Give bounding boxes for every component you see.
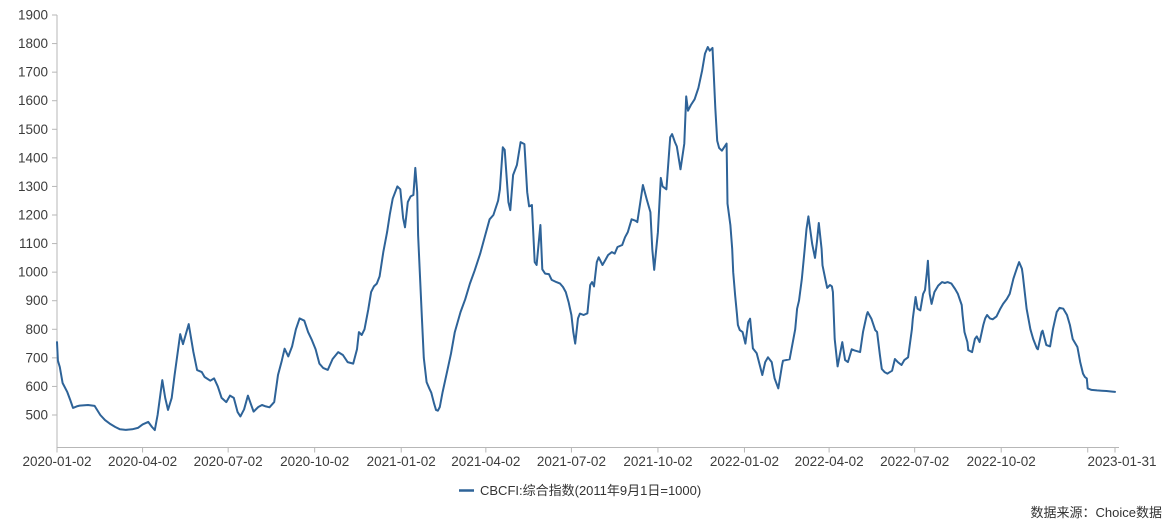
x-axis-label: 2021-10-02 xyxy=(623,454,692,469)
x-axis-label: 2022-10-02 xyxy=(967,454,1036,469)
x-axis-label: 2020-07-02 xyxy=(194,454,263,469)
y-axis-label: 1200 xyxy=(18,208,48,223)
y-axis-label: 1800 xyxy=(18,36,48,51)
x-axis-label: 2023-01-31 xyxy=(1087,454,1156,469)
y-axis-label: 1700 xyxy=(18,65,48,80)
x-axis-label: 2020-01-02 xyxy=(22,454,91,469)
series-line xyxy=(56,46,1116,432)
x-axis-label: 2022-04-02 xyxy=(795,454,864,469)
x-axis-label: 2021-07-02 xyxy=(537,454,606,469)
legend-label: CBCFI:综合指数(2011年9月1日=1000) xyxy=(480,483,701,498)
x-axis-label: 2020-04-02 xyxy=(108,454,177,469)
y-axis-label: 500 xyxy=(25,408,48,423)
y-axis-label: 1900 xyxy=(18,8,48,23)
source-note: 数据来源：Choice数据 xyxy=(1031,505,1162,520)
y-axis-label: 1100 xyxy=(19,236,48,251)
y-axis-label: 600 xyxy=(25,379,48,394)
legend[interactable]: CBCFI:综合指数(2011年9月1日=1000) xyxy=(459,483,701,498)
y-axis-label: 700 xyxy=(25,350,48,365)
y-axis-label: 1500 xyxy=(18,122,48,137)
x-axis-label: 2022-07-02 xyxy=(880,454,949,469)
y-axis-label: 1400 xyxy=(18,150,48,165)
y-axis-label: 1600 xyxy=(18,93,48,108)
x-axis-label: 2021-01-02 xyxy=(367,454,436,469)
axes: 500 600 700 800 900 1000 1100 1200 1300 1400 1500 1… xyxy=(18,8,1157,469)
x-axis-label: 2021-04-02 xyxy=(451,454,520,469)
x-axis-label: 2022-01-02 xyxy=(710,454,779,469)
x-axis-label: 2020-10-02 xyxy=(280,454,349,469)
series-lines xyxy=(56,46,1116,432)
y-axis-label: 1300 xyxy=(18,179,48,194)
y-axis-label: 1000 xyxy=(18,265,48,280)
y-axis-label: 800 xyxy=(25,322,48,337)
y-axis-label: 900 xyxy=(25,293,48,308)
